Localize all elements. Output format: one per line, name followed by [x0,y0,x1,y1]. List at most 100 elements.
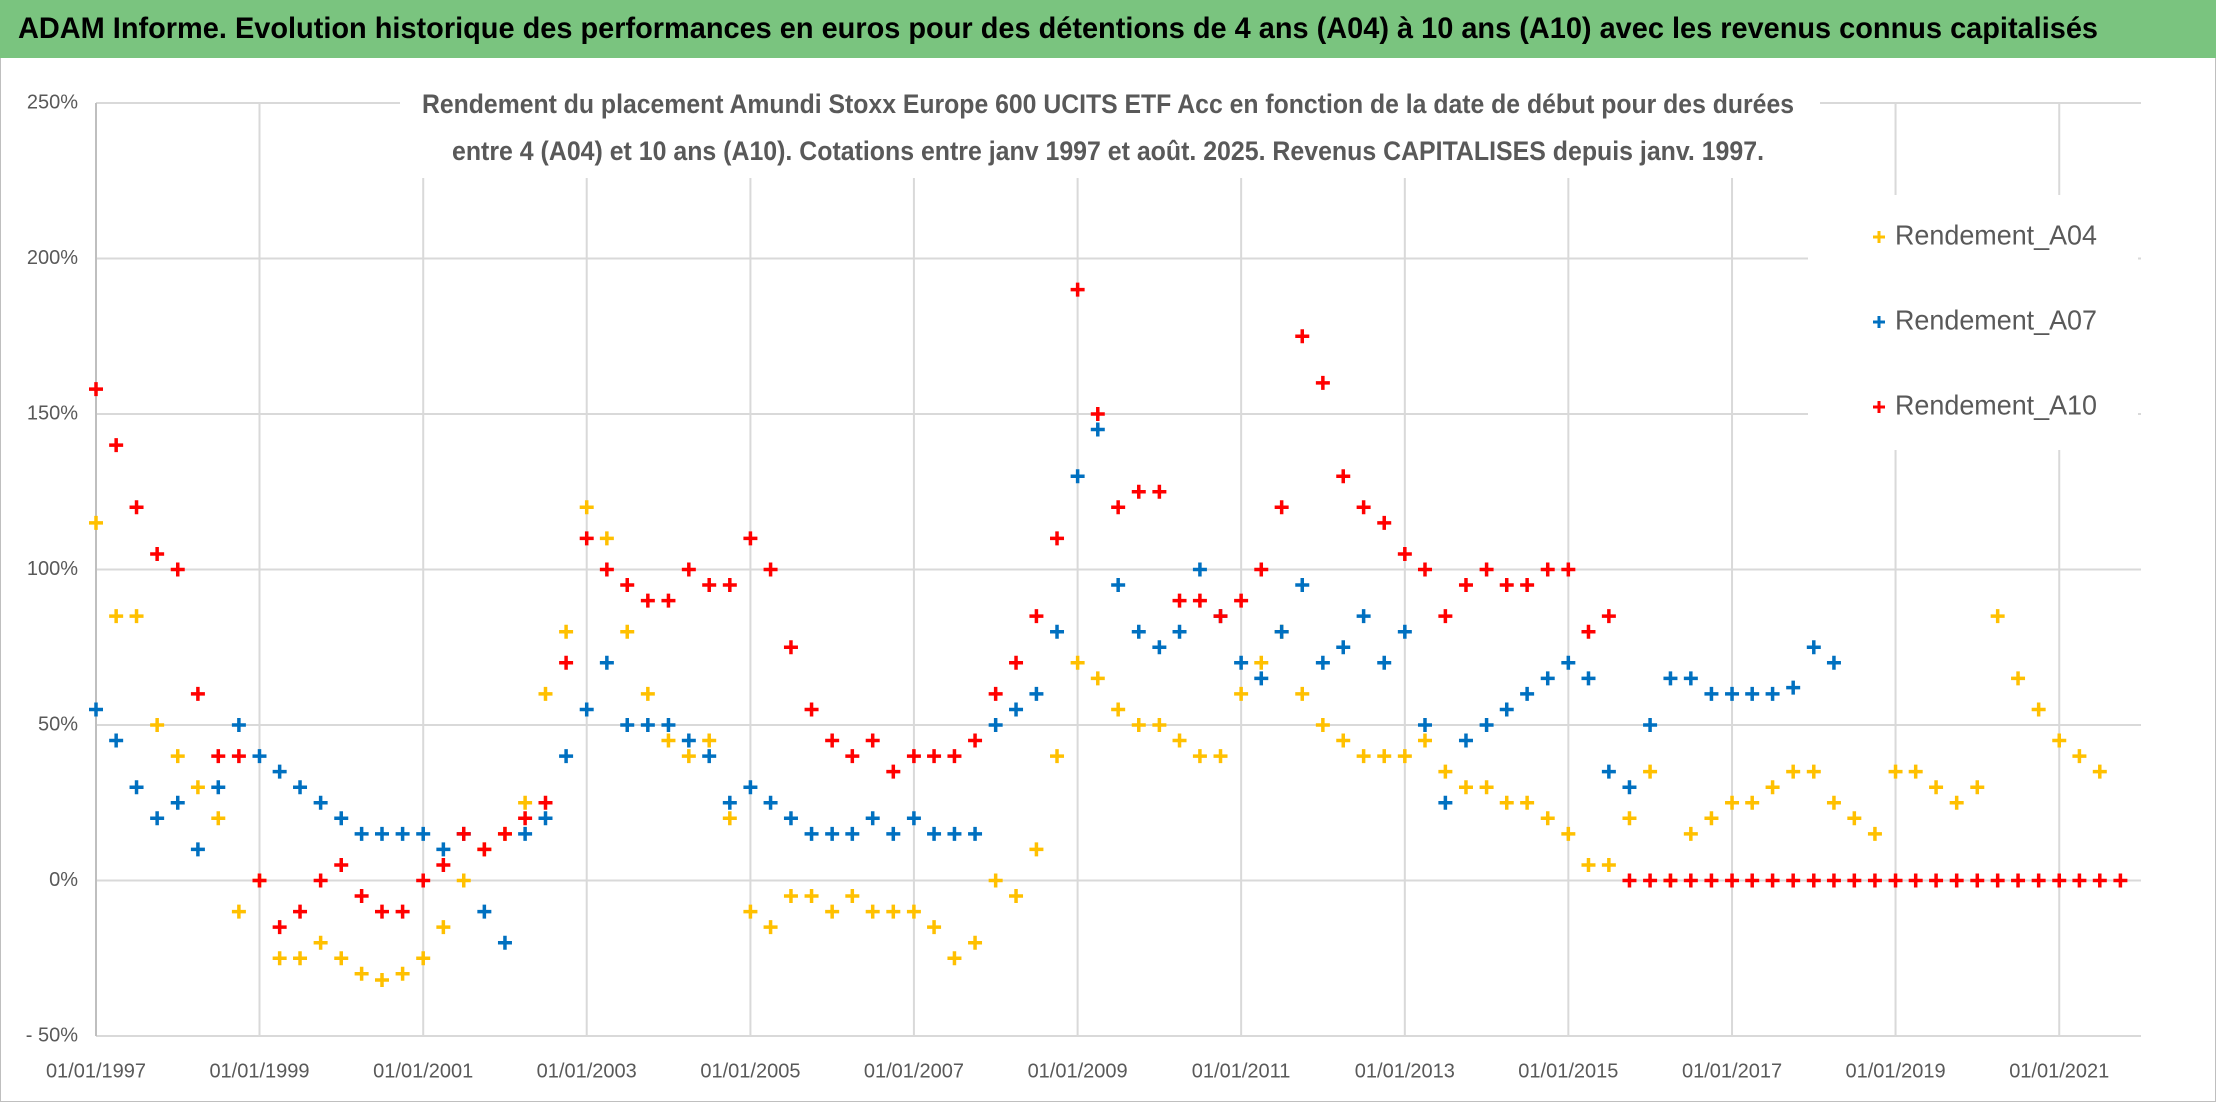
point [1009,655,1024,670]
x-tick-label: 01/01/1999 [209,1060,309,1082]
point [1377,515,1392,530]
point [1417,562,1432,577]
point [231,904,246,919]
point [927,749,942,764]
point [620,718,635,732]
point [252,873,267,888]
point [436,920,451,935]
point [1152,484,1167,499]
point [1315,375,1330,390]
x-tick-label: 01/01/2005 [700,1060,800,1082]
point [272,764,287,779]
point [150,546,165,561]
point [1336,640,1351,655]
x-tick-label: 01/01/2003 [537,1060,637,1082]
point [1765,686,1780,701]
point [1581,857,1596,872]
point [1254,562,1269,577]
point [1601,764,1616,779]
point [1581,671,1596,686]
point [1663,671,1678,686]
point [1806,873,1821,888]
point [416,873,431,888]
point [1867,873,1882,888]
point [1806,764,1821,779]
point [211,811,226,826]
point [743,531,758,546]
point [988,873,1003,888]
point [1213,609,1228,624]
point [1826,795,1841,810]
point [1520,795,1535,810]
point [1377,655,1392,670]
point [190,780,205,795]
point [1050,749,1065,764]
point [1356,749,1371,764]
point [988,718,1003,732]
point [1704,811,1719,826]
point [456,873,471,888]
point [722,578,737,593]
point [395,966,410,981]
point [825,826,840,841]
point [640,593,655,608]
point [2072,749,2087,764]
point [109,733,124,748]
x-tick-label: 01/01/1997 [46,1060,146,1082]
point [927,920,942,935]
point [538,795,553,810]
point [763,920,778,935]
chart-title: entre 4 (A04) et 10 ans (A10). Cotations… [452,136,1764,166]
point [354,826,369,841]
point [640,718,655,732]
point [129,780,144,795]
x-tick-label: 01/01/2015 [1518,1060,1618,1082]
point [1643,764,1658,779]
point [825,904,840,919]
point [783,640,798,655]
legend-marker [1873,231,1885,243]
point [886,826,901,841]
point [559,655,574,670]
point [1601,857,1616,872]
point [2052,733,2067,748]
point [804,826,819,841]
point [661,733,676,748]
point [1397,546,1412,561]
point [375,904,389,919]
point [1561,826,1576,841]
point [1806,640,1821,655]
point [293,951,308,966]
point [559,624,574,639]
point [375,826,389,841]
point [1070,655,1085,670]
point [89,702,103,717]
point [1458,578,1473,593]
point [1090,671,1105,686]
point [1643,718,1658,732]
point [865,733,880,748]
point [743,780,758,795]
x-tick-label: 01/01/2019 [1845,1060,1945,1082]
point [1540,562,1555,577]
point [518,795,533,810]
point [1499,578,1514,593]
point [681,562,696,577]
point [947,749,962,764]
point [722,795,737,810]
point [1090,407,1105,421]
chart-title: Rendement du placement Amundi Stoxx Euro… [422,89,1794,119]
point [436,857,451,872]
point [518,811,533,826]
point [947,826,962,841]
point [681,733,696,748]
point [1050,624,1065,639]
point [1520,578,1535,593]
point [129,500,144,515]
point [109,609,124,624]
point [89,515,103,530]
point [886,764,901,779]
point [1725,795,1740,810]
point [1745,686,1760,701]
point [1131,624,1146,639]
